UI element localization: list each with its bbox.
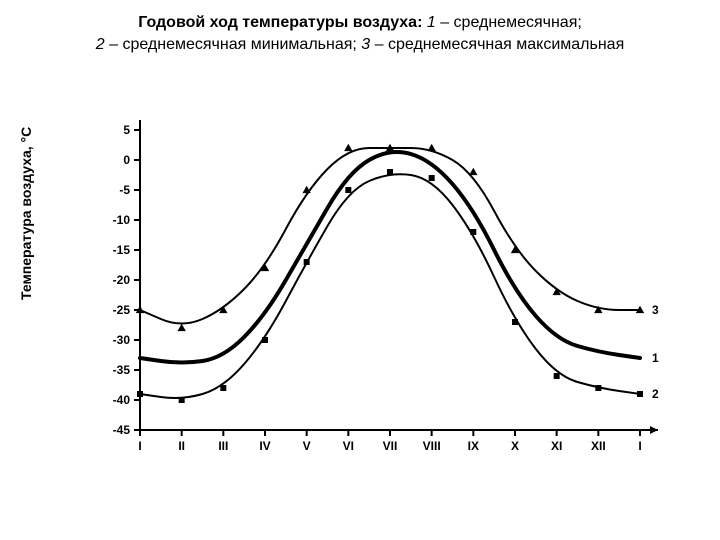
y-axis-label: Температура воздуха, °С: [18, 127, 34, 300]
title-part1-desc: – среднемесячная;: [436, 14, 582, 31]
svg-text:-25: -25: [113, 303, 131, 317]
title-part2-desc: – среднемесячная минимальная;: [105, 36, 357, 53]
svg-text:I: I: [138, 439, 141, 453]
title-part3-lbl: 3: [361, 36, 370, 53]
chart-svg: 50-5-10-15-20-25-30-35-40-45IIIIIIIVVVIV…: [70, 120, 670, 480]
svg-text:XII: XII: [591, 439, 606, 453]
svg-text:III: III: [218, 439, 228, 453]
svg-text:-35: -35: [113, 363, 131, 377]
title-part2-lbl: 2: [96, 36, 105, 53]
svg-text:V: V: [303, 439, 311, 453]
svg-text:IV: IV: [259, 439, 270, 453]
svg-text:-40: -40: [113, 393, 131, 407]
chart-area: 50-5-10-15-20-25-30-35-40-45IIIIIIIVVVIV…: [70, 120, 670, 480]
chart-title: Годовой ход температуры воздуха: 1 – сре…: [0, 0, 720, 55]
svg-text:-15: -15: [113, 243, 131, 257]
svg-text:2: 2: [652, 387, 659, 401]
svg-text:5: 5: [123, 123, 130, 137]
title-main: Годовой ход температуры воздуха:: [138, 14, 422, 31]
title-part3-desc: – среднемесячная максимальная: [370, 36, 624, 53]
svg-text:0: 0: [123, 153, 130, 167]
svg-text:1: 1: [652, 351, 659, 365]
svg-text:-20: -20: [113, 273, 131, 287]
svg-text:-5: -5: [119, 183, 130, 197]
svg-text:XI: XI: [551, 439, 562, 453]
svg-text:VI: VI: [343, 439, 354, 453]
svg-text:-45: -45: [113, 423, 131, 437]
svg-text:3: 3: [652, 303, 659, 317]
svg-text:II: II: [178, 439, 185, 453]
svg-text:IX: IX: [468, 439, 479, 453]
svg-text:-10: -10: [113, 213, 131, 227]
title-part1-lbl: 1: [427, 14, 436, 31]
svg-text:VII: VII: [383, 439, 398, 453]
svg-text:-30: -30: [113, 333, 131, 347]
svg-text:X: X: [511, 439, 519, 453]
svg-text:I: I: [638, 439, 641, 453]
svg-text:VIII: VIII: [423, 439, 441, 453]
